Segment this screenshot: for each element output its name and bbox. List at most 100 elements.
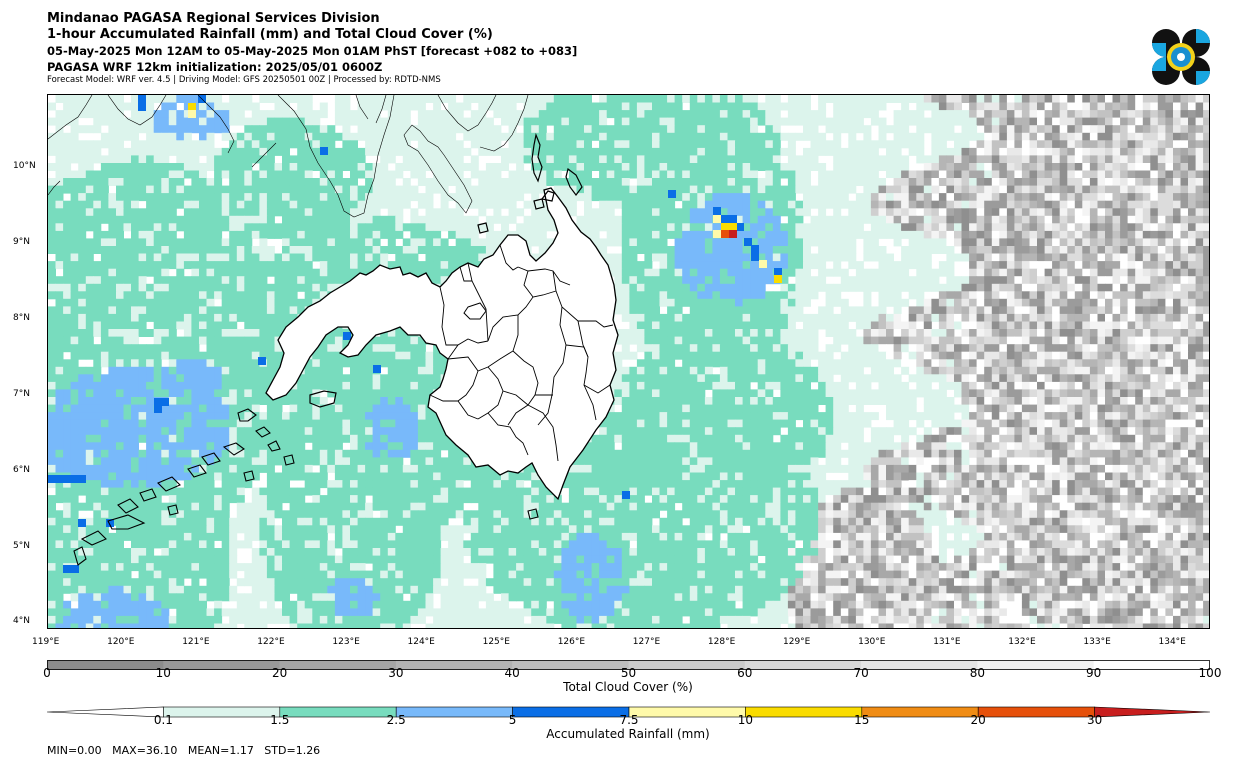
rain-core-cell <box>721 230 729 238</box>
lon-tick-label: 123°E <box>332 637 360 647</box>
rain-colorbar-overflow <box>1094 706 1211 718</box>
lon-tick-label: 132°E <box>1008 637 1036 647</box>
rain-core-cell <box>106 519 114 527</box>
rain-colorbar-cell <box>861 706 979 718</box>
rain-colorbar-tick: 15 <box>854 713 870 727</box>
rain-core-cell <box>48 475 56 483</box>
lon-tick-label: 120°E <box>107 637 135 647</box>
rain-core-cell <box>154 405 162 413</box>
lat-tick-label: 6°N <box>13 464 30 475</box>
rain-colorbar-cell <box>395 706 513 718</box>
cloud-colorbar-cell <box>512 660 629 670</box>
sulu-archipelago <box>73 408 539 566</box>
rain-core-cell <box>56 475 64 483</box>
lat-tick-label: 8°N <box>13 312 30 323</box>
cloud-colorbar-tick: 100 <box>1198 666 1222 680</box>
lon-tick-label: 129°E <box>783 637 811 647</box>
lon-tick-label: 125°E <box>482 637 510 647</box>
rain-core-cell <box>63 565 71 573</box>
cloud-colorbar-cell <box>1093 660 1211 670</box>
rain-colorbar-cell <box>512 706 630 718</box>
pagasa-logo <box>1150 27 1212 87</box>
rain-core-cell <box>729 223 737 231</box>
rain-core-cell <box>751 245 759 253</box>
rain-core-cell <box>188 110 196 118</box>
rain-core-cell <box>161 398 169 406</box>
rain-core-cell <box>78 519 86 527</box>
rainfall-colorbar-title: Accumulated Rainfall (mm) <box>546 727 710 741</box>
siargao-island <box>565 167 583 196</box>
rain-colorbar-underflow <box>46 706 164 718</box>
map-title: Mindanao PAGASA Regional Services Divisi… <box>47 11 380 26</box>
rain-core-cell <box>713 215 721 223</box>
cloud-colorbar-cell <box>744 660 862 670</box>
surigao-islands <box>540 190 555 202</box>
rain-core-cell <box>320 147 328 155</box>
cloud-colorbar-tick: 60 <box>737 666 753 680</box>
cloud-colorbar-tick: 70 <box>853 666 869 680</box>
cloud-colorbar-tick: 90 <box>1086 666 1102 680</box>
rain-core-cell <box>774 268 782 276</box>
camiguin-island <box>477 222 489 234</box>
lon-tick-label: 130°E <box>858 637 886 647</box>
province-boundaries <box>429 244 614 462</box>
rain-core-cell <box>78 475 86 483</box>
lon-tick-label: 131°E <box>933 637 961 647</box>
rainfall-colorbar <box>46 703 1211 718</box>
rain-colorbar-cell <box>279 706 397 718</box>
rain-core-cell <box>188 103 196 111</box>
lon-tick-label: 127°E <box>632 637 661 647</box>
visayas-coastline <box>48 95 529 218</box>
lon-tick-label: 126°E <box>557 637 586 647</box>
lat-tick-label: 10°N <box>13 161 36 171</box>
rain-core-cell <box>63 475 71 483</box>
rain-core-cell <box>373 365 381 373</box>
cloud-colorbar-tick: 30 <box>388 666 404 680</box>
rain-core-cell <box>729 230 737 238</box>
rain-colorbar-tick: 7.5 <box>619 713 639 727</box>
initialization-time: PAGASA WRF 12km initialization: 2025/05/… <box>47 60 383 74</box>
statistics-summary: MIN=0.00 MAX=36.10 MEAN=1.17 STD=1.26 <box>47 744 321 757</box>
lake-lanao <box>463 302 487 320</box>
small-island-north <box>533 198 545 210</box>
rain-core-cell <box>71 565 79 573</box>
rain-colorbar-tick: 1.5 <box>270 713 290 727</box>
rain-core-cell <box>138 103 146 111</box>
cloud-colorbar-cell <box>628 660 746 670</box>
cloud-cover-colorbar-title: Total Cloud Cover (%) <box>563 680 693 694</box>
cloud-colorbar-cell <box>163 660 281 670</box>
rain-core-cell <box>713 207 721 215</box>
rain-core-cell <box>713 230 721 238</box>
rain-core-cell <box>736 223 744 231</box>
rain-colorbar-cell <box>977 706 1095 718</box>
rain-core-cell <box>622 491 630 499</box>
cloud-colorbar-cell <box>395 660 513 670</box>
model-grid-field <box>48 95 1209 628</box>
rain-core-cell <box>138 95 146 103</box>
rainfall-cloud-map <box>47 94 1210 629</box>
rain-core-cell <box>759 260 767 268</box>
coastline-layer <box>48 95 619 566</box>
rain-core-cell <box>258 357 266 365</box>
cloud-colorbar-cell <box>279 660 397 670</box>
lat-tick-label: 4°N <box>13 616 30 627</box>
map-subtitle: 1-hour Accumulated Rainfall (mm) and Tot… <box>47 27 493 42</box>
lat-tick-label: 5°N <box>13 540 30 551</box>
lon-tick-label: 134°E <box>1158 637 1186 647</box>
rain-core-cell <box>154 398 162 406</box>
lon-tick-label: 121°E <box>182 637 210 647</box>
rain-core-cell <box>71 475 79 483</box>
cloud-colorbar-tick: 40 <box>504 666 520 680</box>
lon-tick-label: 128°E <box>707 637 736 647</box>
rain-colorbar-cell <box>745 706 863 718</box>
rain-colorbar-cell <box>628 706 746 718</box>
cloud-colorbar-cell <box>47 660 164 670</box>
mindanao-coastline <box>265 187 619 501</box>
rain-colorbar-tick: 2.5 <box>386 713 406 727</box>
dinagat-island <box>531 132 543 183</box>
rain-core-cell <box>729 215 737 223</box>
rain-core-cell <box>774 275 782 283</box>
rain-colorbar-tick: 30 <box>1086 713 1103 727</box>
lon-tick-label: 122°E <box>257 637 285 647</box>
lon-tick-label: 133°E <box>1083 637 1111 647</box>
